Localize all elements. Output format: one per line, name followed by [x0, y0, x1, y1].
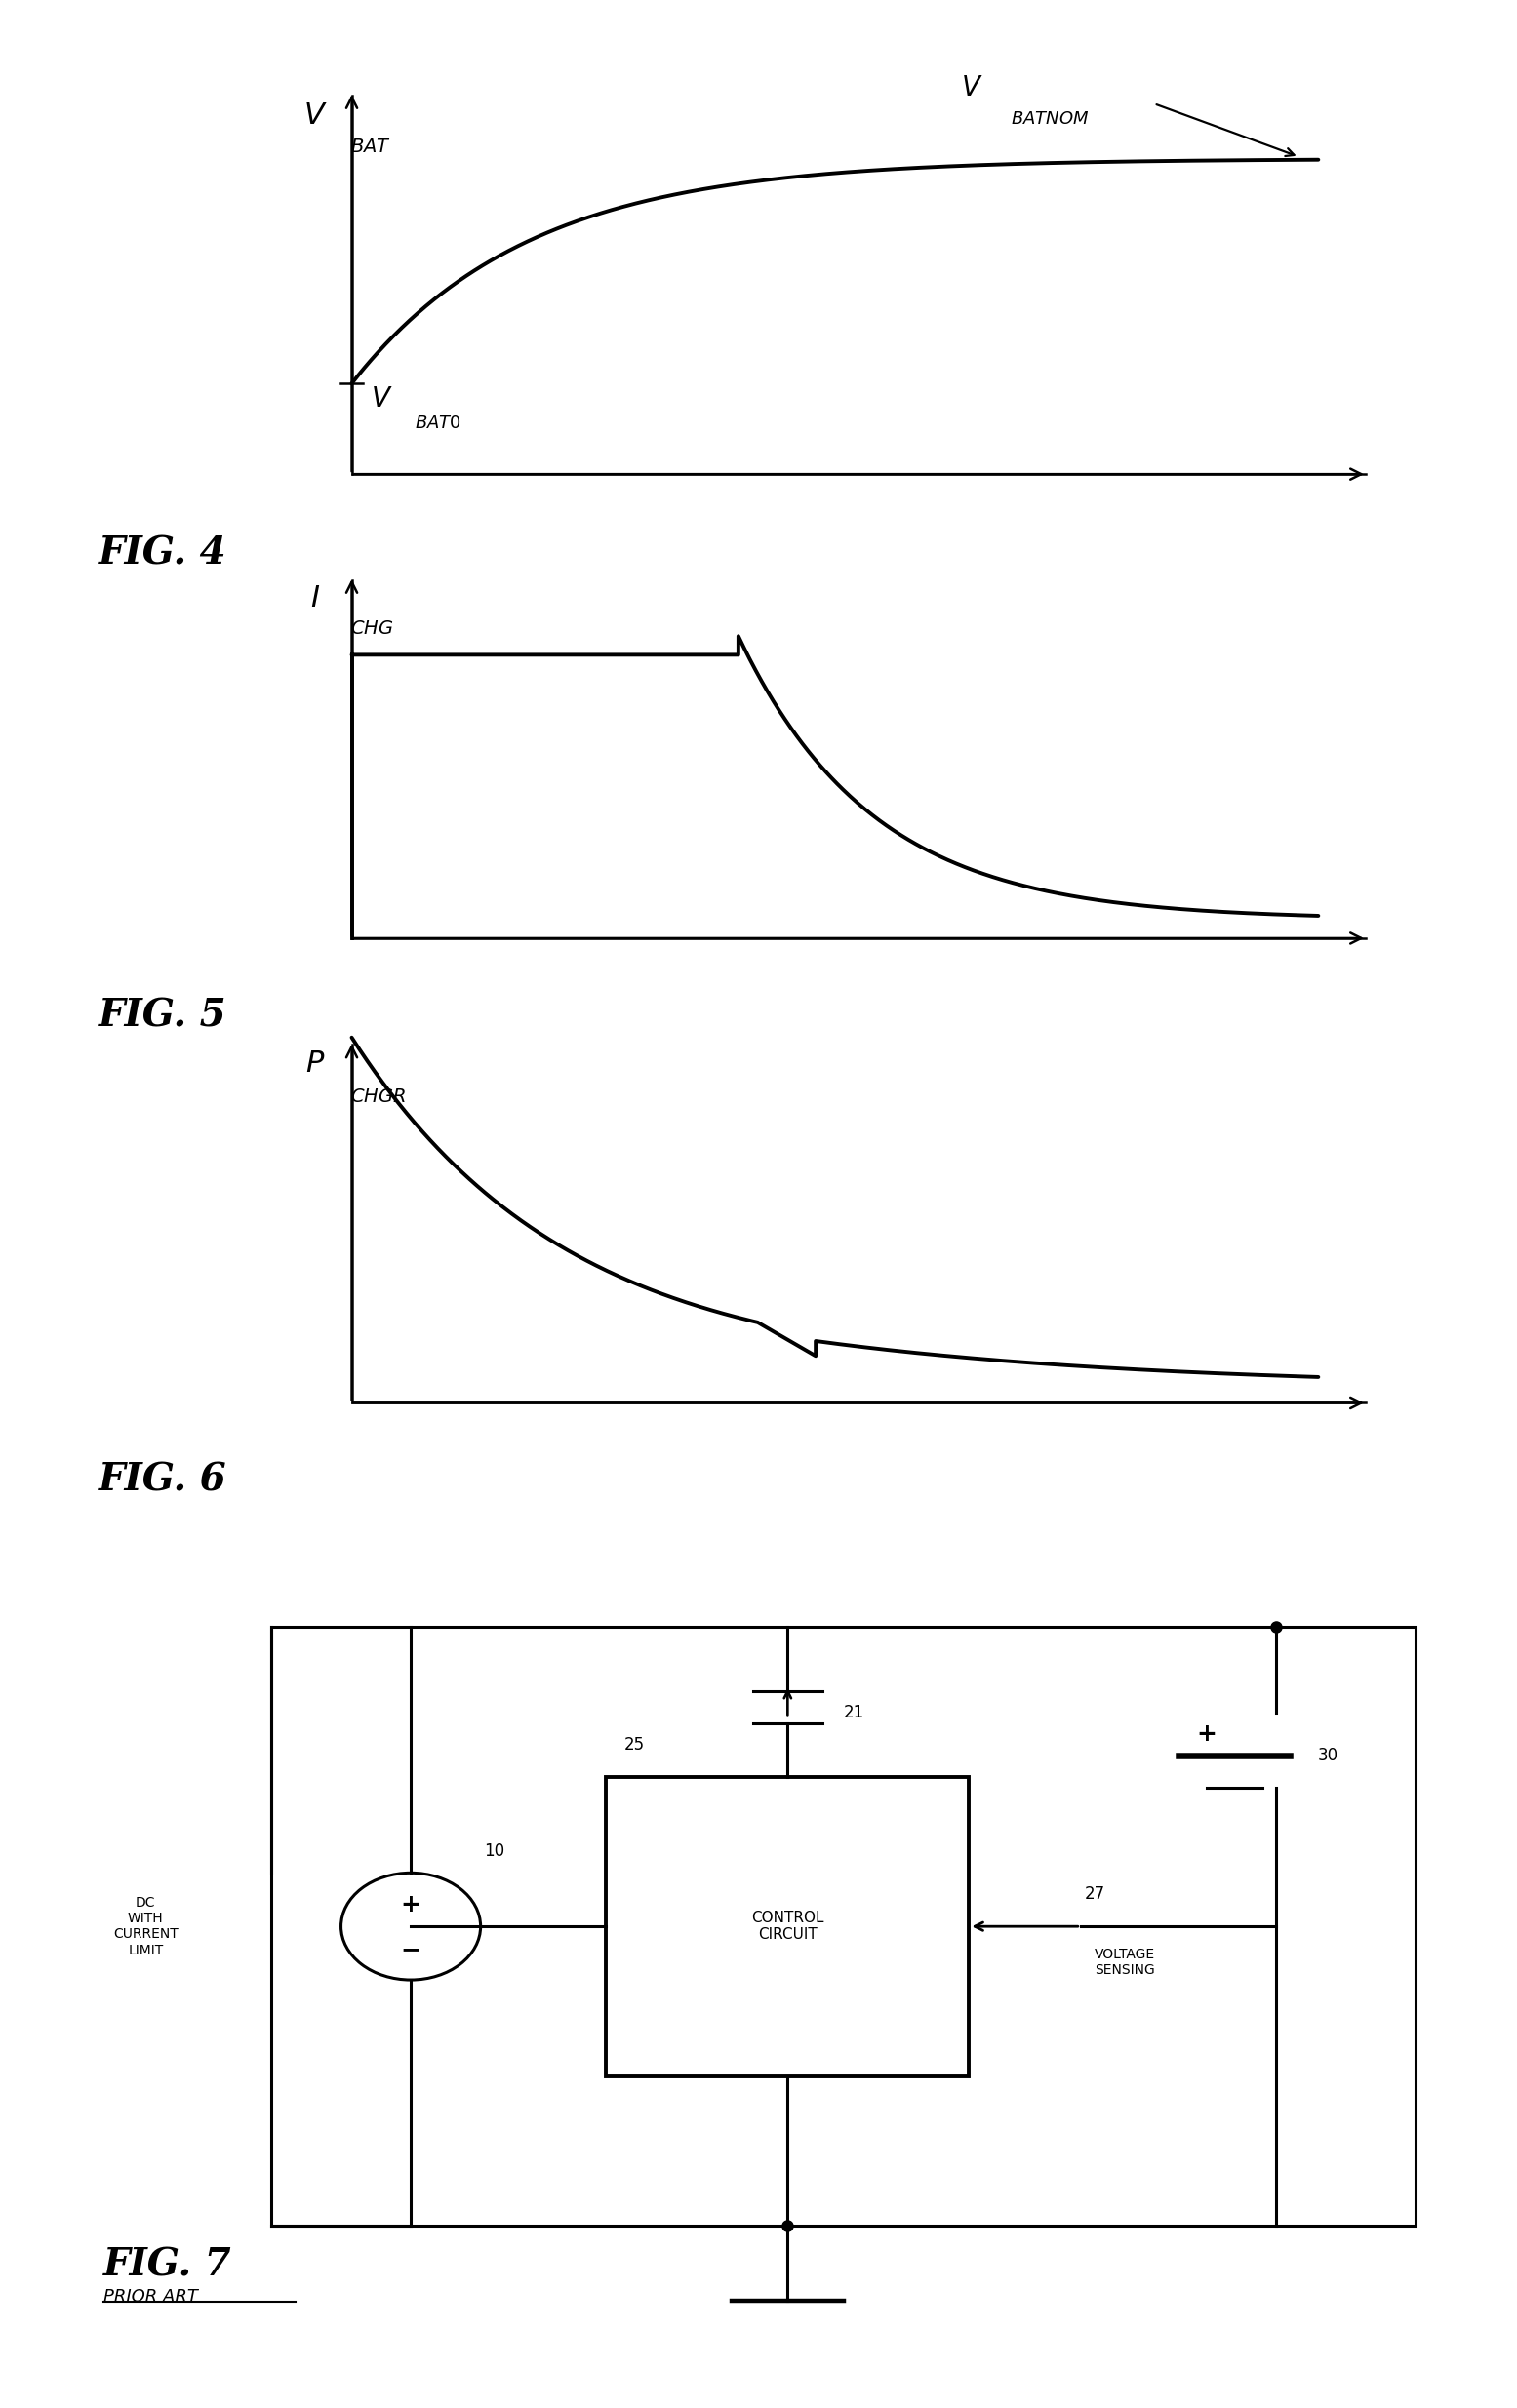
Text: +: + [1195, 1722, 1217, 1746]
Text: 27: 27 [1085, 1885, 1104, 1902]
Text: $\mathit{V}$: $\mathit{V}$ [303, 101, 328, 130]
Text: $\mathit{V}$: $\mathit{V}$ [960, 75, 983, 101]
Bar [272, 1628, 1415, 2225]
Text: VOLTAGE
SENSING: VOLTAGE SENSING [1095, 1948, 1156, 1977]
Text: FIG. 7: FIG. 7 [103, 2247, 232, 2283]
Text: $\mathit{BAT}$: $\mathit{BAT}$ [350, 137, 391, 157]
Text: FIG. 6: FIG. 6 [99, 1462, 228, 1498]
Text: $\mathit{CHG}$: $\mathit{CHG}$ [350, 619, 393, 638]
Text: −: − [400, 1938, 422, 1963]
Text: DC
WITH
CURRENT
LIMIT: DC WITH CURRENT LIMIT [114, 1895, 177, 1958]
Text: +: + [400, 1893, 422, 1917]
Text: 10: 10 [484, 1842, 505, 1861]
Text: $\mathit{BAT0}$: $\mathit{BAT0}$ [414, 414, 461, 431]
Text: 21: 21 [843, 1702, 865, 1722]
Bar [607, 1777, 969, 2076]
Text: $\mathit{I}$: $\mathit{I}$ [309, 583, 320, 614]
Text: FIG. 4: FIG. 4 [99, 535, 228, 571]
Text: 30: 30 [1318, 1746, 1338, 1765]
Text: $\mathit{CHGR}$: $\mathit{CHGR}$ [350, 1088, 405, 1105]
Text: PRIOR ART: PRIOR ART [103, 2288, 197, 2304]
Text: 25: 25 [623, 1736, 645, 1753]
Text: $\mathit{P}$: $\mathit{P}$ [305, 1047, 325, 1079]
Text: FIG. 5: FIG. 5 [99, 997, 228, 1033]
Text: $\mathit{BATNOM}$: $\mathit{BATNOM}$ [1010, 111, 1089, 128]
Text: CONTROL
CIRCUIT: CONTROL CIRCUIT [751, 1910, 824, 1943]
Text: $\mathit{V}$: $\mathit{V}$ [372, 385, 393, 412]
